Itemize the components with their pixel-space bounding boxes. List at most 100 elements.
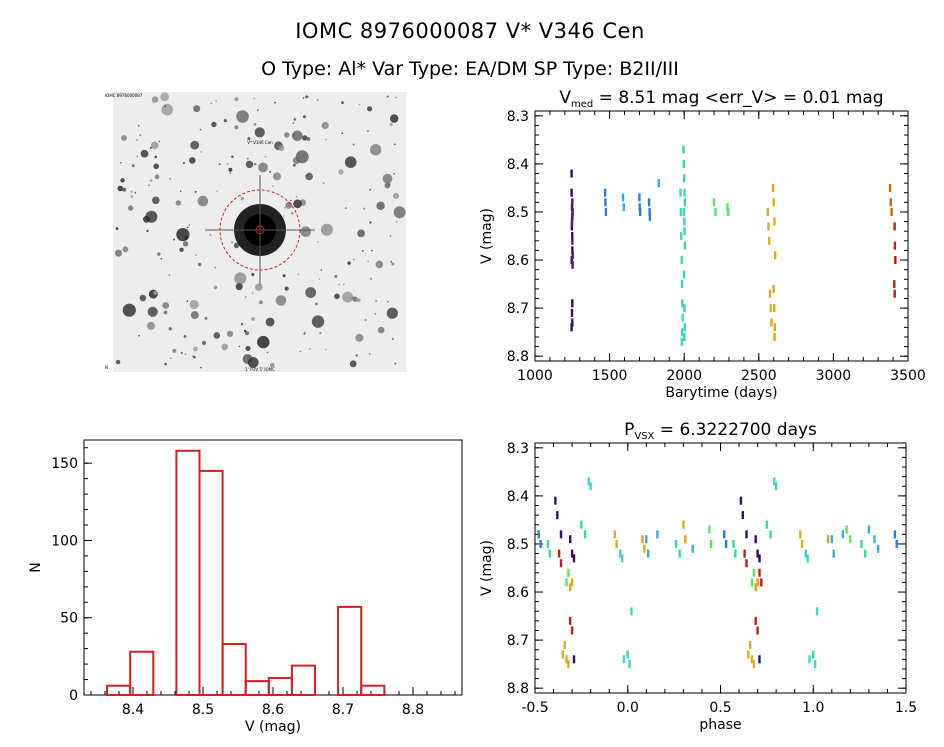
data-point	[758, 568, 761, 577]
data-point	[895, 540, 898, 548]
data-point	[567, 568, 570, 577]
data-point	[570, 256, 573, 264]
star	[130, 195, 134, 198]
title-line-1: IOMC 8976000087 V* V346 Cen	[295, 19, 645, 43]
data-point	[604, 208, 608, 216]
data-point	[559, 530, 563, 539]
star	[115, 227, 119, 230]
x-tick-label: 3000	[816, 368, 852, 384]
title-rest: = 6.3222700 days	[654, 420, 817, 440]
data-point	[877, 544, 880, 553]
title-main: P	[624, 420, 634, 440]
star	[344, 207, 347, 209]
data-point	[554, 496, 557, 505]
data-point	[756, 626, 759, 635]
star	[161, 103, 173, 116]
star	[115, 249, 122, 257]
star	[153, 290, 158, 295]
data-point	[621, 193, 625, 202]
star	[376, 201, 385, 210]
data-point	[681, 299, 684, 308]
data-point	[684, 535, 687, 544]
star	[233, 243, 240, 249]
star	[139, 294, 147, 302]
data-point	[615, 540, 618, 548]
star	[393, 206, 406, 219]
star	[127, 205, 134, 211]
star	[344, 156, 357, 168]
star	[251, 317, 256, 321]
data-point	[724, 540, 728, 548]
star	[131, 164, 135, 168]
star	[382, 173, 393, 184]
star	[273, 172, 281, 181]
y-axis-label: V (mag)	[479, 540, 495, 596]
star	[342, 291, 354, 303]
data-point	[569, 535, 572, 544]
star	[223, 119, 227, 123]
aperture-circle	[219, 189, 301, 271]
data-point	[754, 535, 757, 544]
star	[146, 229, 149, 233]
star	[363, 207, 366, 210]
star	[293, 118, 296, 121]
data-point	[680, 256, 683, 264]
data-point	[565, 578, 568, 587]
star	[367, 260, 369, 263]
data-point	[622, 203, 625, 212]
star	[169, 357, 172, 359]
star	[195, 254, 197, 256]
data-point	[808, 655, 811, 664]
star	[302, 97, 305, 99]
data-point	[683, 174, 686, 183]
star	[292, 130, 303, 142]
star	[193, 346, 198, 352]
x-tick-label: 1500	[592, 368, 628, 384]
data-point	[682, 520, 685, 529]
star	[318, 278, 321, 281]
y-axis-label: N	[28, 562, 44, 572]
data-point	[772, 284, 775, 293]
histogram-bar	[267, 677, 293, 696]
star	[246, 157, 249, 160]
star	[251, 292, 254, 295]
data-point	[570, 626, 574, 635]
star	[384, 182, 391, 189]
x-tick-label: 2500	[741, 368, 777, 384]
data-point	[571, 251, 574, 260]
x-tick-label: 1.0	[802, 700, 824, 716]
target-marker	[255, 225, 265, 235]
star	[153, 163, 159, 170]
data-point	[638, 193, 641, 202]
title-subscript: VSX	[634, 431, 654, 442]
data-point	[587, 477, 590, 486]
data-point	[765, 520, 769, 529]
star	[355, 333, 364, 342]
star	[367, 106, 373, 112]
data-point	[893, 289, 896, 298]
star	[274, 101, 276, 104]
data-point	[860, 540, 863, 548]
data-point	[683, 241, 687, 250]
star	[297, 273, 300, 275]
data-point	[571, 299, 574, 308]
histogram-bar	[244, 680, 270, 696]
data-point	[571, 232, 574, 240]
data-point	[674, 540, 678, 548]
star	[151, 96, 159, 103]
star	[192, 355, 194, 358]
star	[357, 229, 365, 238]
star	[389, 123, 393, 126]
star	[226, 162, 229, 165]
star	[175, 200, 181, 206]
data-point	[739, 496, 743, 505]
star	[200, 151, 202, 153]
star	[334, 274, 338, 278]
star	[391, 262, 395, 266]
star	[284, 206, 286, 209]
star	[164, 362, 167, 366]
data-point	[571, 212, 574, 221]
star	[282, 274, 286, 278]
star	[320, 269, 323, 271]
star	[179, 247, 184, 252]
